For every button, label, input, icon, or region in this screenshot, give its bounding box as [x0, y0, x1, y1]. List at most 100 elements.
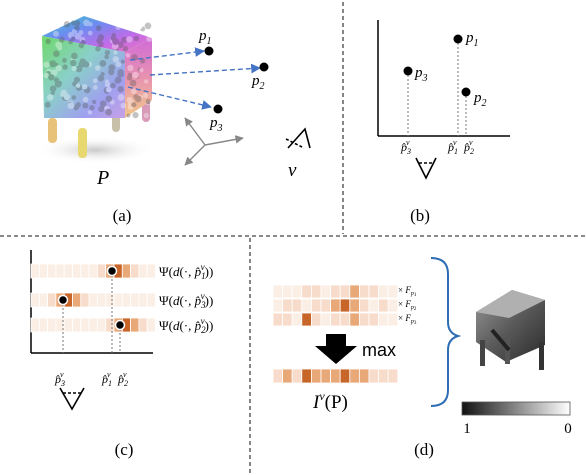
point-cloud-grain	[130, 80, 137, 87]
feature-cell	[321, 285, 331, 298]
row-label-3: Ψ(d(·, p̂2v))	[159, 316, 213, 335]
point-cloud-grain	[55, 81, 62, 88]
point-cloud-grain	[144, 113, 149, 118]
feature-cell	[379, 285, 389, 298]
point-cloud-grain	[128, 73, 133, 78]
feature-cell	[369, 299, 379, 312]
panel-b: p1 p3 p2 p̂3v p̂1v p̂2v (b)	[378, 20, 510, 225]
point-cloud-grain	[43, 21, 49, 27]
kernel-cell	[147, 293, 155, 307]
point-cloud-grain	[139, 68, 143, 72]
point-cloud-grain	[53, 31, 59, 37]
output-cell	[302, 369, 312, 383]
point-cloud-grain	[118, 94, 125, 101]
caption-a: (a)	[113, 206, 132, 225]
curly-brace	[431, 258, 458, 406]
feature-cell	[369, 313, 379, 326]
point-cloud-grain	[104, 55, 109, 60]
output-cell	[388, 369, 398, 383]
feature-cell	[359, 299, 369, 312]
point-cloud-grain	[88, 31, 93, 36]
point-cloud-grain	[83, 20, 90, 27]
kernel-cell	[48, 264, 56, 278]
output-cell	[311, 369, 321, 383]
point-cloud-grain	[113, 50, 117, 54]
point-cloud-grain	[43, 61, 49, 67]
feature-cell	[388, 299, 398, 312]
kernel-cell	[48, 293, 56, 307]
point-cloud-grain	[96, 25, 102, 31]
point-cloud-grain	[95, 46, 100, 51]
feature-cell	[350, 299, 360, 312]
feature-cell	[331, 299, 341, 312]
colorbar	[462, 402, 570, 415]
kernel-cell	[64, 264, 72, 278]
feature-cell	[388, 313, 398, 326]
caption-d: (d)	[414, 440, 434, 459]
point-cloud-grain	[115, 22, 121, 28]
colorbar-max-label: 0	[564, 421, 572, 437]
point-p2	[260, 63, 269, 72]
output-cell	[321, 369, 331, 383]
feature-cell	[292, 299, 302, 312]
panel-a: p1 p2 p3 v P (a)	[35, 16, 310, 225]
feature-cell	[273, 299, 283, 312]
point-cloud-grain	[106, 87, 112, 93]
panel-d: × Fp1 × Fp2 × Fp3 max Iv(P) 1 0 (d)	[273, 258, 572, 459]
camera-icon	[286, 129, 310, 148]
feature-cell	[331, 285, 341, 298]
feature-cell	[388, 285, 398, 298]
colorbar-min-label: 1	[463, 421, 471, 437]
feature-cell	[379, 313, 389, 326]
kernel-cell	[131, 293, 139, 307]
kernel-cell	[81, 264, 89, 278]
proj-label-b-p2: p̂2v	[463, 138, 474, 156]
camera-icon-b	[416, 158, 436, 178]
point-cloud-grain	[105, 82, 110, 87]
multiplier-3: × Fp3	[398, 313, 417, 326]
caption-c: (c)	[115, 440, 134, 459]
kernel-cell	[39, 293, 47, 307]
kernel-cell	[56, 264, 64, 278]
kernel-cell	[81, 293, 89, 307]
feature-cell	[273, 313, 283, 326]
kernel-cell	[131, 318, 139, 332]
point-cloud-grain	[127, 65, 133, 71]
point-cloud-grain	[81, 40, 86, 45]
marker-c-p3	[59, 296, 68, 305]
label-b-p2: p2	[473, 90, 487, 109]
point-b-p2	[462, 88, 471, 97]
feature-cell	[311, 285, 321, 298]
kernel-cell	[139, 318, 147, 332]
point-cloud-grain	[93, 79, 98, 84]
kernel-cell	[131, 264, 139, 278]
point-cloud-grain	[126, 53, 131, 58]
multiplier-2: × Fp2	[398, 299, 417, 312]
kernel-rows	[31, 264, 156, 332]
drop-lines-c	[63, 271, 120, 353]
max-arrow	[315, 334, 357, 364]
point-cloud-grain	[45, 102, 51, 108]
output-cell	[292, 369, 302, 383]
feature-cell	[283, 285, 293, 298]
kernel-cell	[147, 264, 155, 278]
feature-cell	[379, 299, 389, 312]
point-b-p3	[404, 67, 413, 76]
kernel-cell	[48, 318, 56, 332]
kernel-cell	[89, 264, 97, 278]
proj-label-c-p1: p̂1v	[101, 370, 112, 388]
point-cloud-grain	[98, 106, 104, 112]
kernel-cell	[97, 318, 105, 332]
point-cloud-grain	[62, 58, 67, 63]
feature-cell	[359, 285, 369, 298]
point-cloud-grain	[131, 102, 136, 107]
feature-cell	[331, 313, 341, 326]
point-b-p1	[454, 35, 463, 44]
point-cloud-grain	[71, 53, 78, 60]
point-cloud-grain	[144, 79, 148, 83]
point-cloud-grain	[74, 25, 80, 31]
point-cloud-grain	[75, 33, 82, 40]
point-cloud-grain	[83, 61, 89, 67]
point-cloud-grain	[76, 102, 81, 107]
point-cloud-grain	[135, 96, 142, 103]
